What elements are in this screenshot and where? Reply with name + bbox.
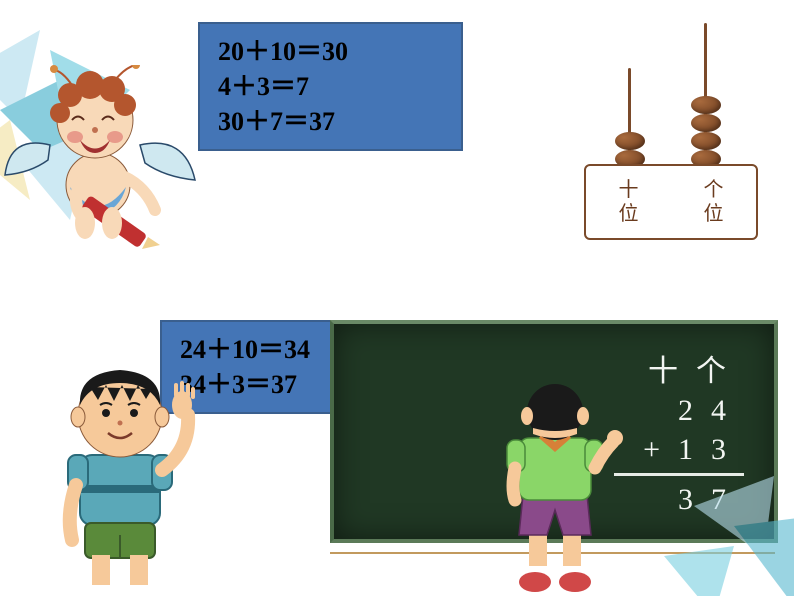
angel-svg <box>0 65 200 255</box>
abacus-rod-tens <box>628 68 631 168</box>
abacus-rod-ones <box>704 23 707 168</box>
angel-character <box>0 65 200 255</box>
student-svg <box>485 380 625 595</box>
boy-svg <box>30 355 210 590</box>
abacus-bead <box>691 114 721 132</box>
boy-character <box>30 355 210 590</box>
corner-decoration-br <box>634 466 794 596</box>
page-container: 20＋10＝30 4＋3＝7 30＋7＝37 <box>0 0 794 596</box>
speech1-line1: 20＋10＝30 <box>218 34 443 69</box>
abacus-bead <box>691 96 721 114</box>
speech-box-angel: 20＋10＝30 4＋3＝7 30＋7＝37 <box>198 22 463 151</box>
abacus-bead <box>615 132 645 150</box>
speech1-line2: 4＋3＝7 <box>218 69 443 104</box>
abacus-base: 十位 个位 <box>584 164 758 240</box>
speech1-line3: 30＋7＝37 <box>218 104 443 139</box>
abacus-tens-label: 十位 <box>619 178 639 226</box>
board-row2: +13 <box>614 430 744 469</box>
abacus-bead <box>691 132 721 150</box>
abacus-ones-label: 个位 <box>704 178 724 226</box>
student-character <box>485 380 625 595</box>
board-row1: 24 <box>614 391 744 430</box>
abacus-diagram: 十位 个位 <box>574 20 764 240</box>
board-header: 十个 <box>614 352 744 391</box>
